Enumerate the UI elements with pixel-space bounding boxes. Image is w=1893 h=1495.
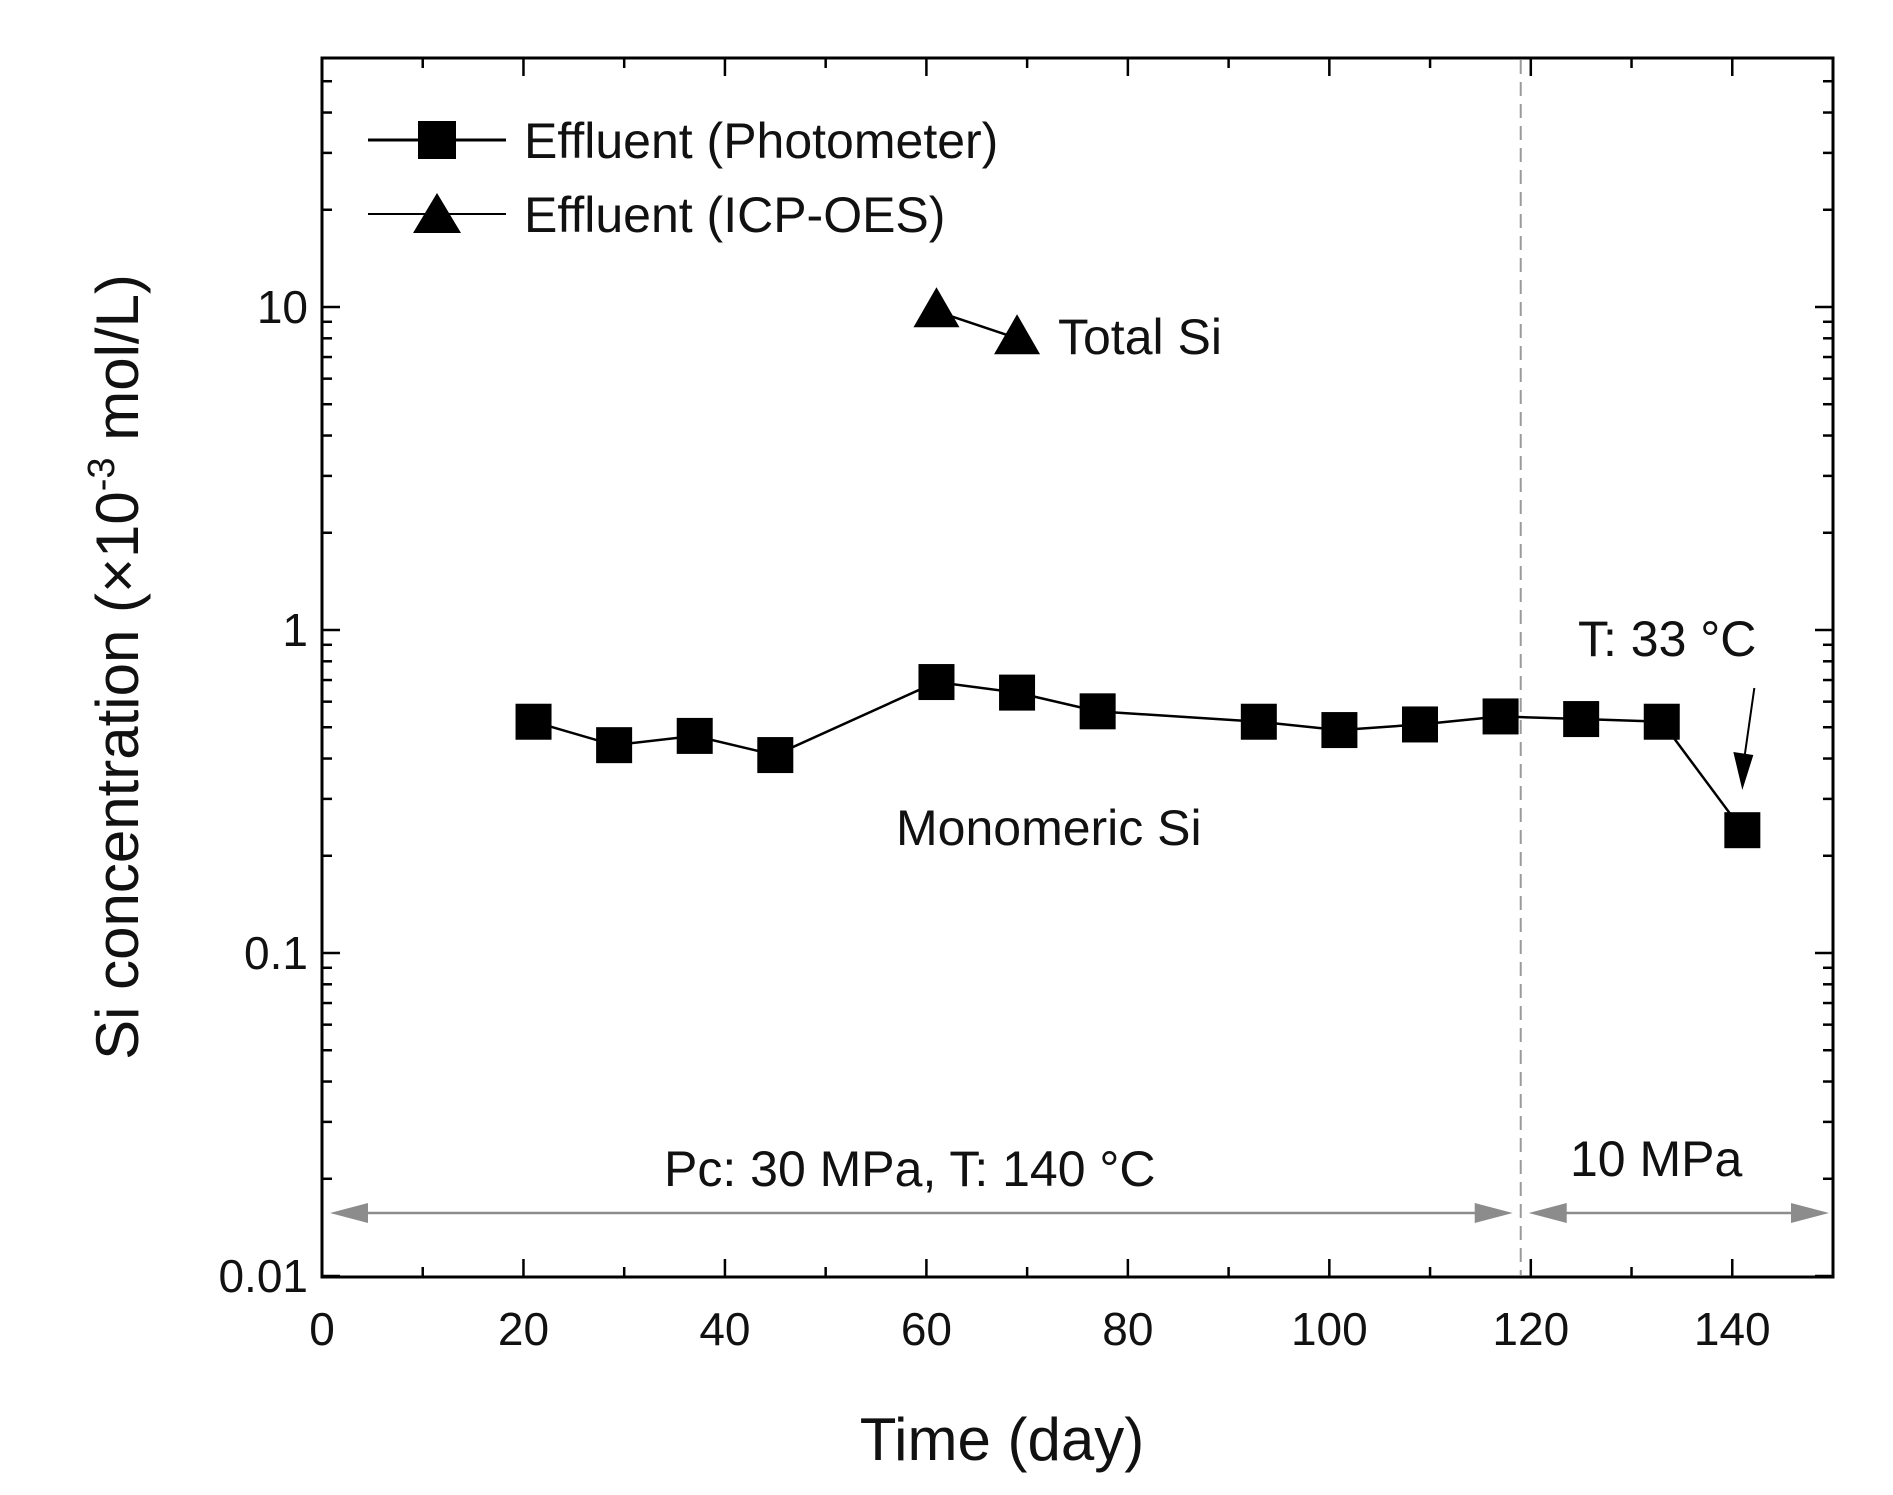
phase1-label: Pc: 30 MPa, T: 140 °C — [664, 1141, 1156, 1197]
data-point-photometer — [918, 664, 955, 701]
legend-marker-photometer — [418, 121, 456, 159]
total-si-label: Total Si — [1058, 309, 1222, 365]
data-point-photometer — [1643, 703, 1680, 740]
temp-change-arrow — [1733, 687, 1756, 790]
x-tick-label: 80 — [1102, 1303, 1153, 1355]
x-axis-title: Time (day) — [860, 1406, 1144, 1473]
y-tick-label: 0.01 — [218, 1250, 308, 1302]
temp-arrow-shaft — [1743, 687, 1756, 759]
x-tick-label: 100 — [1291, 1303, 1368, 1355]
y-tick-label: 10 — [257, 281, 308, 333]
axis-ticks — [320, 58, 1835, 1278]
series-layer — [515, 287, 1761, 849]
phase1-arrow-head-left — [330, 1203, 368, 1223]
phase1-arrow-head-right — [1474, 1203, 1513, 1223]
data-point-photometer — [757, 737, 794, 774]
phase2-arrow-head-left — [1528, 1203, 1567, 1223]
y-axis-title-suffix: mol/L) — [84, 274, 151, 457]
temp-change-label: T: 33 °C — [1578, 611, 1756, 667]
data-point-icp — [994, 314, 1041, 355]
data-point-photometer — [515, 703, 552, 740]
plot-area-frame — [320, 56, 1835, 1279]
axis-tick-labels: 0 20 40 60 80 100 120 140 0.01 0.1 1 10 — [218, 281, 1770, 1355]
y-tick-label: 1 — [282, 604, 308, 656]
data-point-photometer — [1482, 698, 1519, 735]
legend-label-icp: Effluent (ICP-OES) — [524, 187, 945, 243]
temp-arrow-head — [1733, 752, 1754, 790]
data-point-photometer — [999, 674, 1036, 711]
data-point-photometer — [676, 717, 713, 754]
x-tick-label: 120 — [1492, 1303, 1569, 1355]
data-point-photometer — [1079, 693, 1116, 730]
legend-label-photometer: Effluent (Photometer) — [524, 113, 998, 169]
y-tick-label: 0.1 — [244, 927, 308, 979]
x-tick-label: 60 — [901, 1303, 952, 1355]
phase2-arrow-head-right — [1791, 1203, 1829, 1223]
data-point-photometer — [1321, 712, 1358, 749]
data-point-photometer — [1401, 706, 1438, 743]
phase2-label: 10 MPa — [1570, 1131, 1743, 1187]
legend: Effluent (Photometer) Effluent (ICP-OES) — [368, 113, 998, 243]
legend-marker-icp — [413, 193, 461, 233]
data-point-photometer — [1240, 703, 1277, 740]
phase-arrows — [330, 1203, 1829, 1223]
x-tick-label: 0 — [309, 1303, 335, 1355]
y-axis-title-prefix: Si concentration (×10 — [84, 491, 151, 1060]
data-point-photometer — [596, 727, 633, 764]
data-point-photometer — [1563, 701, 1600, 738]
y-axis-title: Si concentration (×10-3 mol/L) — [81, 274, 151, 1060]
y-axis-title-exponent: -3 — [81, 457, 123, 491]
x-tick-label: 40 — [699, 1303, 750, 1355]
x-tick-label: 140 — [1694, 1303, 1771, 1355]
data-point-photometer — [1724, 812, 1761, 849]
x-tick-label: 20 — [498, 1303, 549, 1355]
data-point-icp — [913, 287, 960, 328]
monomeric-si-label: Monomeric Si — [896, 800, 1202, 856]
